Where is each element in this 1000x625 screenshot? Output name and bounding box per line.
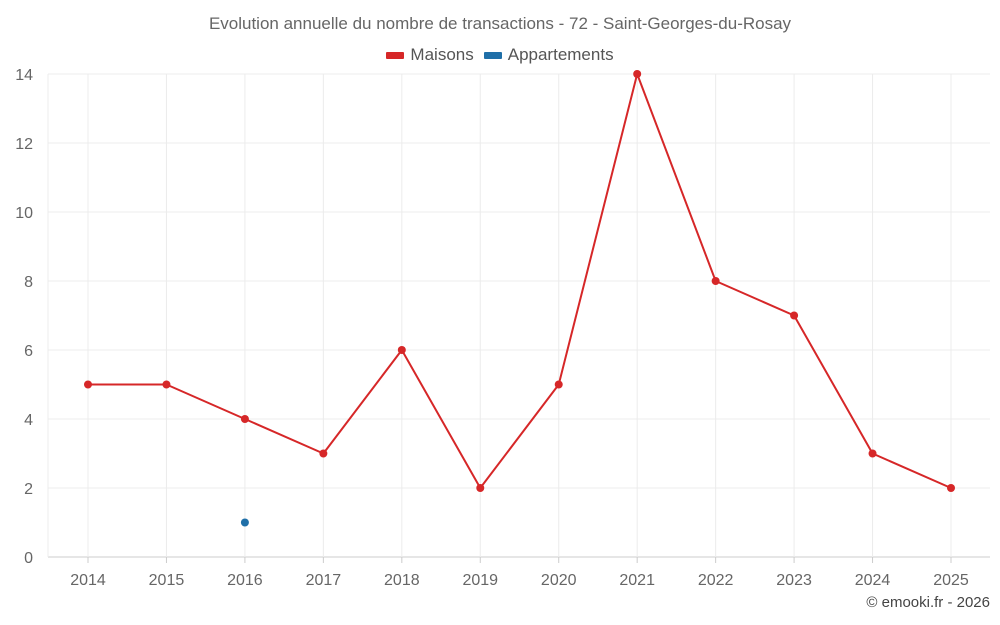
- data-point-maisons: [790, 311, 799, 320]
- legend-item-appartements[interactable]: Appartements: [483, 45, 614, 65]
- data-point-maisons: [476, 484, 485, 492]
- x-tick-label: 2015: [149, 572, 185, 589]
- x-tick-label: 2020: [541, 572, 577, 589]
- y-tick-label: 12: [15, 136, 33, 153]
- series-line-maisons: [88, 73, 952, 489]
- data-point-maisons: [947, 484, 955, 492]
- x-tick-label: 2016: [227, 572, 263, 589]
- legend-item-maisons[interactable]: Maisons: [386, 45, 474, 65]
- data-point-maisons: [84, 380, 92, 389]
- data-point-maisons: [868, 449, 877, 458]
- x-tick-label: 2019: [462, 572, 498, 589]
- x-tick-label: 2022: [698, 572, 734, 589]
- legend-label-maisons: Maisons: [410, 45, 474, 64]
- data-point-maisons: [633, 70, 642, 78]
- legend-label-appartements: Appartements: [507, 45, 614, 64]
- data-point-maisons: [397, 346, 406, 354]
- legend-swatch-appartements: [483, 51, 502, 59]
- chart-legend: Maisons Appartements: [0, 45, 1000, 65]
- chart-title: Evolution annuelle du nombre de transact…: [208, 14, 792, 33]
- data-point-maisons: [554, 380, 563, 389]
- y-tick-label: 14: [15, 67, 33, 84]
- x-tick-label: 2023: [776, 572, 812, 589]
- y-tick-label: 10: [15, 205, 33, 222]
- data-point-maisons: [319, 449, 328, 458]
- legend-swatch-maisons: [386, 51, 405, 59]
- data-point-maisons: [240, 415, 249, 423]
- data-point-maisons: [711, 277, 720, 285]
- x-tick-label: 2018: [384, 572, 420, 589]
- x-tick-label: 2021: [619, 572, 655, 589]
- x-tick-label: 2024: [855, 572, 891, 589]
- y-tick-label: 6: [24, 343, 33, 360]
- chart-credit: © emooki.fr - 2026: [866, 594, 990, 611]
- y-tick-label: 2: [24, 481, 33, 498]
- y-tick-label: 4: [24, 412, 33, 429]
- data-point-appartements: [240, 518, 249, 527]
- data-point-maisons: [162, 380, 171, 389]
- y-tick-label: 8: [24, 274, 33, 291]
- x-tick-label: 2017: [306, 572, 342, 589]
- y-tick-label: 0: [24, 550, 33, 567]
- x-tick-label: 2014: [70, 572, 106, 589]
- x-tick-label: 2025: [933, 572, 969, 589]
